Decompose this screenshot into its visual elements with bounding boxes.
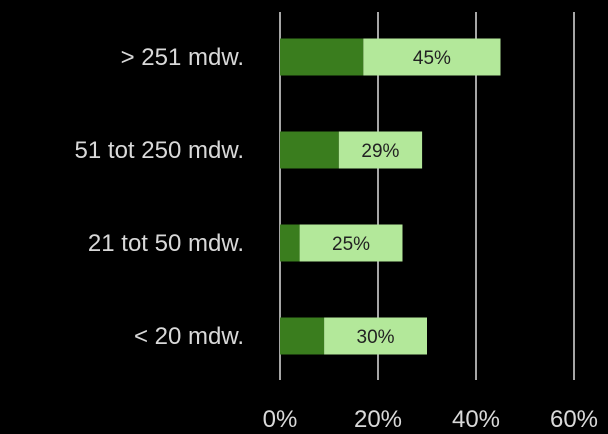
data-labels: 45% 29% 25% 30% — [332, 48, 451, 348]
category-label: 21 tot 50 mdw. — [88, 230, 244, 257]
bar-segment-1-row-2 — [280, 131, 339, 169]
x-tick-label: 0% — [263, 406, 298, 433]
bar-segment-2-row-3 — [299, 224, 403, 262]
bar-segment-2-row-4 — [324, 317, 427, 355]
bars — [280, 38, 501, 355]
data-label: 45% — [413, 48, 451, 69]
bar-segment-1-row-1 — [280, 38, 364, 76]
bar-segment-1-row-4 — [280, 317, 325, 355]
x-axis-tick-labels: 0% 20% 40% 60% — [263, 406, 598, 433]
category-labels: > 251 mdw. 51 tot 250 mdw. 21 tot 50 mdw. <… — [75, 44, 244, 350]
data-label: 29% — [361, 141, 399, 162]
bar-segment-1-row-3 — [280, 224, 300, 262]
x-tick-label: 60% — [550, 406, 598, 433]
x-tick-label: 40% — [452, 406, 500, 433]
bar-segment-2-row-1 — [363, 38, 501, 76]
data-label: 30% — [357, 327, 395, 348]
category-label: > 251 mdw. — [121, 44, 244, 71]
data-label: 25% — [332, 234, 370, 255]
category-label: 51 tot 250 mdw. — [75, 137, 244, 164]
category-label: < 20 mdw. — [134, 323, 244, 350]
x-tick-label: 20% — [354, 406, 402, 433]
bar-segment-2-row-2 — [338, 131, 423, 169]
